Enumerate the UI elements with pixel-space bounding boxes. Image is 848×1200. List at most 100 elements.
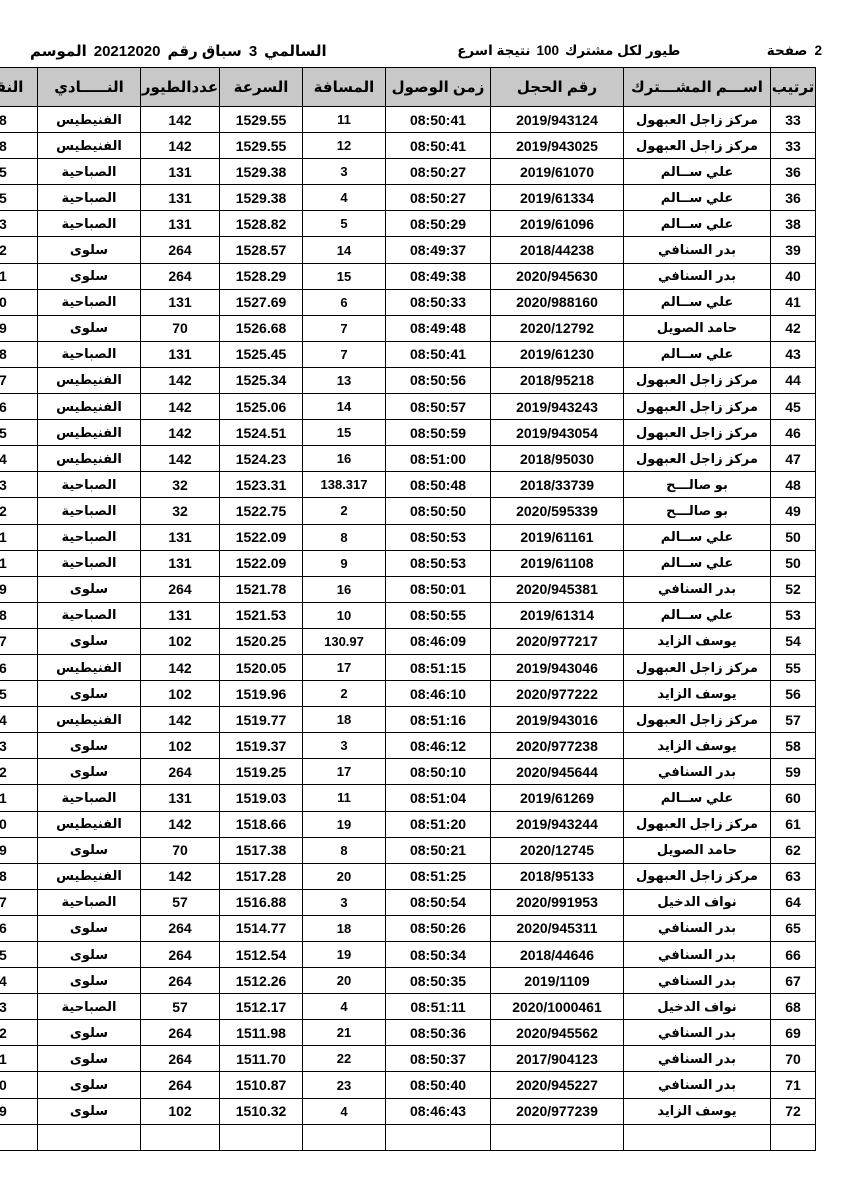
cell-name: مركز زاجل العبهول [623,393,771,421]
table-row: 52 بدر السنافي 2020/945381 08:50:01 16 1521.7… [0,575,816,603]
cell-club: سلوى [37,732,141,760]
cell-distance: 15 [302,262,386,290]
cell-speed: 1522.09 [219,523,303,551]
cell-birds: 131 [140,549,220,577]
table-row: 43 علي ســالم 2019/61230 08:50:41 7 1525.45 13… [0,340,816,368]
race-results-table: ترتيب اســـم المشـــترك رقم الحجل زمن ال… [0,67,816,1151]
cell-club: الصباحية [37,340,141,368]
cell-distance: 6 [302,288,386,316]
cell-name: علي ســالم [623,523,771,551]
cell-points: 56 [0,393,38,421]
page-indicator: 2 صفحة [767,43,822,59]
cell-birds: 70 [140,314,220,342]
cell-points: 59 [0,314,38,342]
cell-club: الصباحية [37,471,141,499]
results-table-body: 33 مركز زاجل العبهول 2019/943124 08:50:41 11… [0,105,816,1151]
cell-time: 08:50:33 [385,288,491,316]
cell-speed: 1524.23 [219,445,303,473]
cell-points: 43 [0,732,38,760]
cell-ring: 2018/95030 [490,445,624,473]
cell-name: علي ســالم [623,210,771,238]
table-row: 49 بو صالـــح 2020/595339 08:50:50 2 1522.75 3… [0,497,816,525]
table-row: 38 علي ســالم 2019/61096 08:50:29 5 1528.82 13… [0,210,816,238]
cell-distance: 2 [302,497,386,525]
cell-empty-speed [219,1123,303,1151]
cell-name: بدر السنافي [623,914,771,943]
cell-club: سلوى [37,758,141,786]
cell-name: بو صالـــح [623,471,771,499]
cell-time: 08:50:36 [385,1019,491,1047]
table-row: 63 مركز زاجل العبهول 2018/95133 08:51:25 20 1… [0,862,816,890]
cell-distance: 21 [302,1019,386,1047]
cell-club: الفنيطيس [37,862,141,890]
cell-name: علي ســالم [623,549,771,577]
cell-empty-name [623,1123,771,1151]
cell-points: 47 [0,627,38,655]
cell-ring: 2019/61070 [490,158,624,186]
cell-ring: 2019/943046 [490,653,624,682]
cell-birds: 102 [140,1097,220,1125]
table-row: 50 علي ســالم 2019/61108 08:50:53 9 1522.09 13… [0,549,816,577]
cell-rank: 46 [770,419,816,447]
cell-time: 08:51:11 [385,993,491,1021]
cell-rank: 33 [770,132,816,160]
table-row: 61 مركز زاجل العبهول 2019/943244 08:51:20 19… [0,810,816,838]
summary-prefix: نتيجة اسرع [457,43,531,58]
cell-club: الصباحية [37,549,141,577]
cell-speed: 1511.98 [219,1019,303,1047]
cell-club: سلوى [37,680,141,708]
cell-empty-time [385,1123,491,1151]
cell-club: الفنيطيس [37,419,141,447]
cell-name: علي ســالم [623,340,771,368]
cell-time: 08:46:09 [385,627,491,655]
cell-empty-points [0,1123,38,1151]
cell-birds: 264 [140,1019,220,1047]
cell-rank: 49 [770,497,816,525]
cell-empty-distance [302,1123,386,1151]
cell-ring: 2020/945227 [490,1071,624,1099]
table-row: 36 علي ســالم 2019/61070 08:50:27 3 1529.38 13… [0,158,816,186]
cell-distance: 17 [302,758,386,786]
cell-birds: 142 [140,862,220,890]
cell-speed: 1518.66 [219,810,303,838]
cell-birds: 131 [140,184,220,212]
cell-points: 29 [0,1097,38,1125]
cell-time: 08:51:25 [385,862,491,890]
cell-name: مركز زاجل العبهول [623,105,771,134]
cell-name: مركز زاجل العبهول [623,419,771,447]
cell-name: بدر السنافي [623,1071,771,1099]
cell-name: يوسف الزايد [623,1097,771,1125]
cell-ring: 2020/945644 [490,758,624,786]
cell-club: سلوى [37,940,141,969]
cell-time: 08:50:35 [385,967,491,995]
cell-birds: 102 [140,627,220,655]
cell-ring: 2019/61269 [490,784,624,812]
table-row: 33 مركز زاجل العبهول 2019/943124 08:50:41 11… [0,105,816,134]
cell-distance: 16 [302,445,386,473]
cell-distance: 8 [302,836,386,864]
cell-birds: 264 [140,758,220,786]
cell-name: علي ســالم [623,601,771,629]
cell-time: 08:50:27 [385,184,491,212]
cell-speed: 1525.45 [219,340,303,368]
cell-ring: 2020/991953 [490,888,624,916]
cell-time: 08:46:43 [385,1097,491,1125]
cell-name: نواف الدخيل [623,888,771,916]
cell-speed: 1519.96 [219,680,303,708]
cell-rank: 69 [770,1019,816,1047]
cell-distance: 17 [302,653,386,682]
cell-rank: 71 [770,1071,816,1099]
cell-birds: 264 [140,236,220,264]
cell-speed: 1512.17 [219,993,303,1021]
cell-points: 58 [0,340,38,368]
cell-name: بدر السنافي [623,236,771,264]
cell-time: 08:50:41 [385,105,491,134]
cell-points: 33 [0,993,38,1021]
cell-speed: 1524.51 [219,419,303,447]
cell-time: 08:51:20 [385,810,491,838]
cell-birds: 131 [140,601,220,629]
table-row: 66 بدر السنافي 2018/44646 08:50:34 19 1512.54… [0,940,816,969]
cell-points: 38 [0,862,38,890]
cell-name: بدر السنافي [623,758,771,786]
cell-club: الفنيطيس [37,445,141,473]
